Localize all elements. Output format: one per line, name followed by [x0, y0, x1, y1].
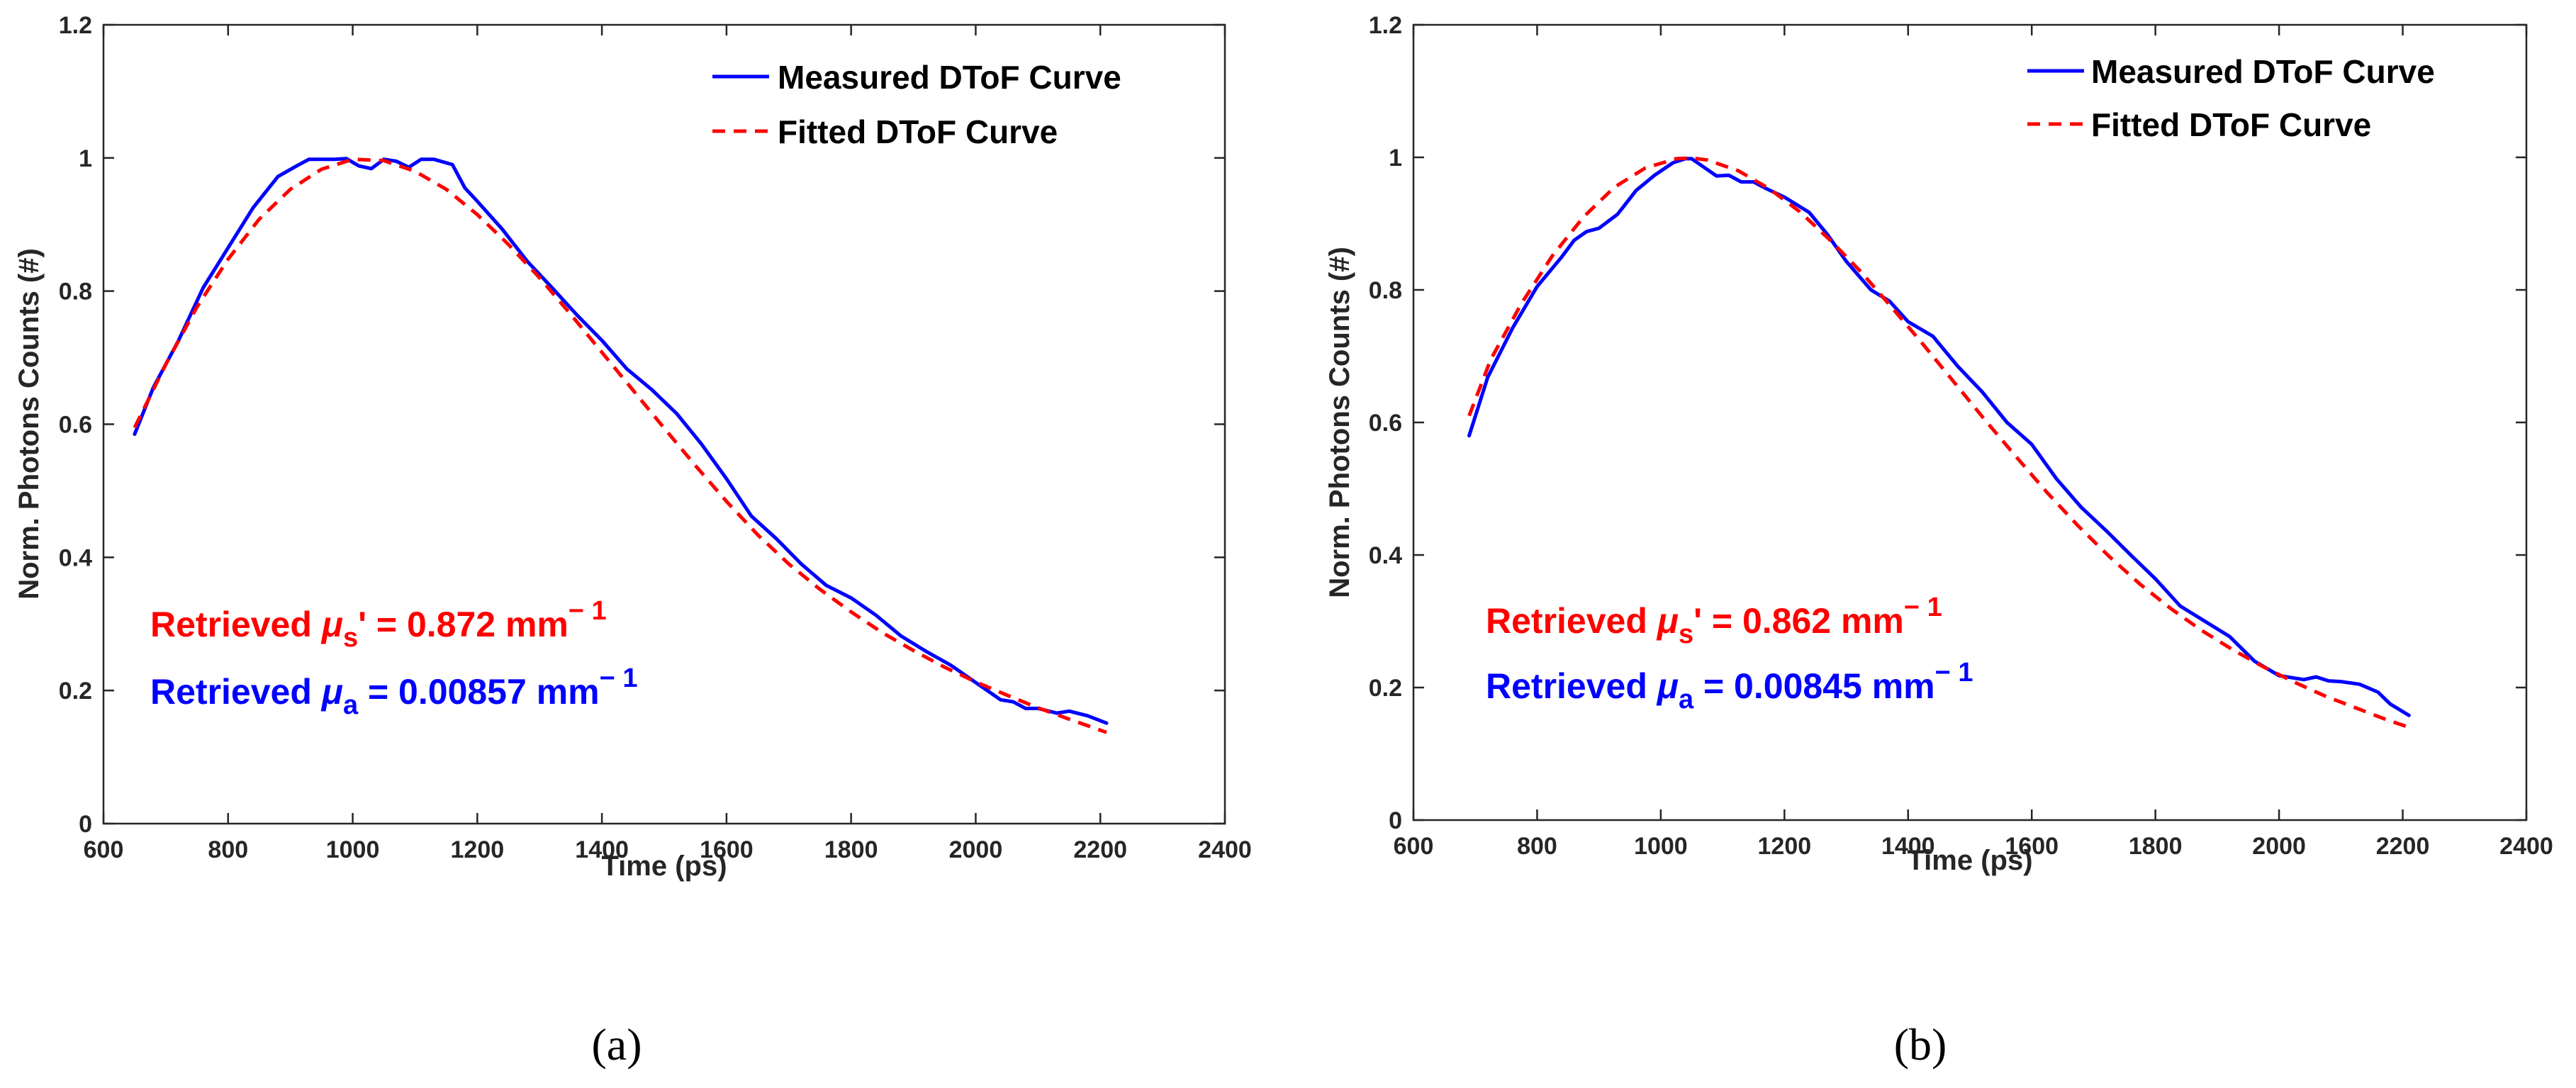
y-tick-label: 0.4 — [59, 544, 92, 571]
plot-area-b — [1412, 23, 2528, 821]
y-ticks-b: 0 0.2 0.4 0.6 0.8 1 1.2 — [1369, 12, 2526, 834]
series-lines-b — [1467, 156, 2411, 729]
annotation-mua-a: Retrieved μa = 0.00857 mm− 1 — [150, 663, 638, 720]
y-tick-label: 0.8 — [1369, 277, 1402, 304]
y-ticks-a: 0 0.2 0.4 0.6 0.8 1 1.2 — [59, 12, 1225, 838]
x-ticks-b: 600 800 1000 1200 1400 1600 1800 2000 2200 2400 — [1394, 25, 2553, 860]
x-axis-label-a: Time (ps) — [601, 851, 727, 882]
x-ticks-a: 600 800 1000 1200 1400 1600 1800 2000 2200 2400 — [84, 25, 1252, 863]
x-tick-label: 2200 — [1073, 836, 1127, 863]
y-tick-label: 0 — [1389, 807, 1402, 834]
legend-a: Measured DToF Curve Fitted DToF Curve — [712, 59, 1121, 150]
x-tick-label: 600 — [1394, 833, 1434, 860]
x-tick-label: 1400 — [1881, 833, 1935, 860]
x-tick-label: 1800 — [2129, 833, 2183, 860]
y-tick-label: 1.2 — [59, 12, 92, 39]
annotation-mua-b: Retrieved μa = 0.00845 mm− 1 — [1486, 658, 1973, 714]
x-tick-label: 800 — [1517, 833, 1557, 860]
x-tick-label: 2400 — [2499, 833, 2553, 860]
chart-panel-a: 600 800 1000 1200 1400 1600 1800 2000 2200 2400 0… — [13, 12, 1252, 1070]
x-tick-label: 1000 — [326, 836, 380, 863]
x-tick-label: 1000 — [1634, 833, 1688, 860]
panel-label-b: (b) — [1894, 1019, 1947, 1070]
y-tick-label: 0.6 — [1369, 410, 1402, 437]
fitted-dtof-line-a — [133, 157, 1107, 734]
fitted-dtof-line-b — [1467, 156, 2410, 729]
panel-label-a: (a) — [591, 1019, 642, 1070]
x-tick-label: 1800 — [824, 836, 878, 863]
y-tick-label: 1 — [79, 145, 92, 172]
x-tick-label: 2200 — [2376, 833, 2430, 860]
x-tick-label: 2400 — [1198, 836, 1252, 863]
y-axis-label-b: Norm. Photons Counts (#) — [1324, 247, 1355, 598]
x-tick-label: 1600 — [700, 836, 754, 863]
x-tick-label: 1200 — [451, 836, 505, 863]
x-tick-label: 800 — [208, 836, 248, 863]
legend-b: Measured DToF Curve Fitted DToF Curve — [2027, 53, 2435, 143]
x-tick-label: 1600 — [2005, 833, 2059, 860]
y-tick-label: 1.2 — [1369, 12, 1402, 39]
annotation-mus-b: Retrieved μs' = 0.862 mm− 1 — [1486, 593, 1942, 649]
x-tick-label: 2000 — [949, 836, 1003, 863]
x-tick-label: 1400 — [575, 836, 629, 863]
y-tick-label: 0.6 — [59, 412, 92, 439]
legend-fitted-label-a: Fitted DToF Curve — [778, 113, 1058, 150]
x-tick-label: 600 — [84, 836, 124, 863]
y-tick-label: 0.2 — [1369, 675, 1402, 702]
plot-area-a — [102, 23, 1226, 825]
legend-measured-label-b: Measured DToF Curve — [2091, 53, 2435, 90]
y-tick-label: 0.2 — [59, 678, 92, 705]
y-tick-label: 0.8 — [59, 279, 92, 305]
y-tick-label: 1 — [1389, 145, 1402, 172]
y-tick-label: 0.4 — [1369, 542, 1402, 569]
legend-fitted-label-b: Fitted DToF Curve — [2091, 106, 2371, 143]
x-tick-label: 1200 — [1758, 833, 1812, 860]
legend-measured-label-a: Measured DToF Curve — [778, 59, 1121, 96]
x-tick-label: 2000 — [2252, 833, 2306, 860]
y-tick-label: 0 — [79, 811, 92, 838]
y-axis-label-a: Norm. Photons Counts (#) — [13, 248, 45, 600]
annotation-mus-a: Retrieved μs' = 0.872 mm− 1 — [150, 596, 607, 653]
x-axis-label-b: Time (ps) — [1907, 845, 2032, 876]
chart-panel-b: 600 800 1000 1200 1400 1600 1800 2000 2200 2400 0… — [1324, 12, 2553, 1070]
series-lines-a — [133, 157, 1109, 734]
